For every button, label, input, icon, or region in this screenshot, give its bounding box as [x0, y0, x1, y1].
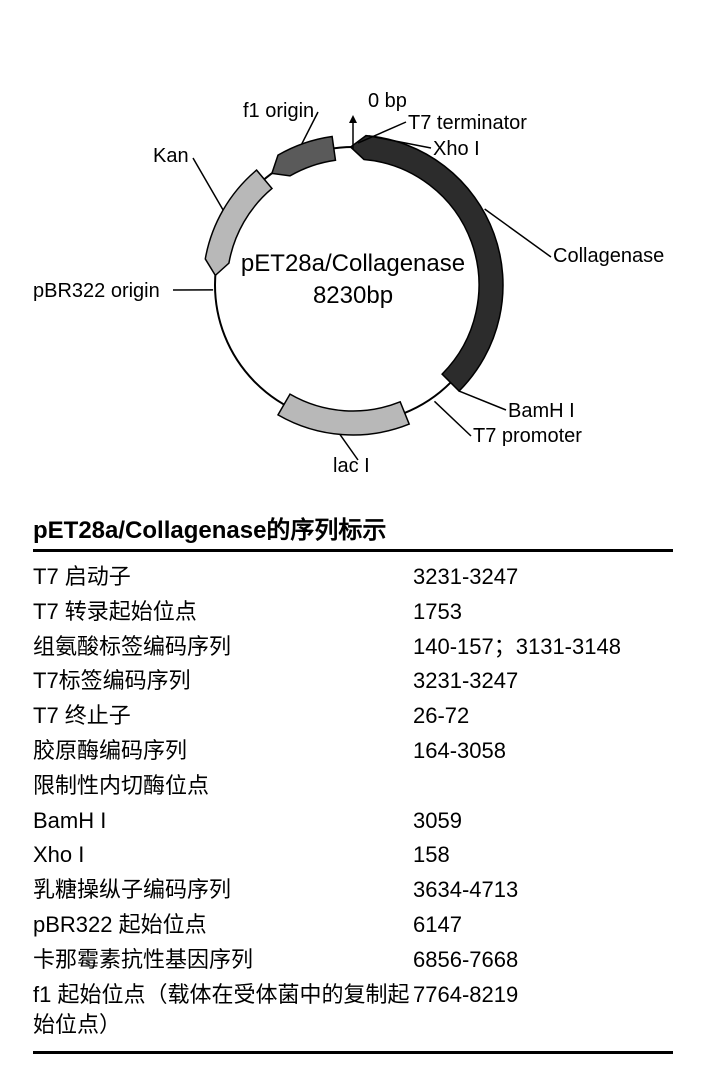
table-row: pBR322 起始位点6147 — [33, 908, 673, 943]
plasmid-center-title: pET28a/Collagenase 8230bp — [203, 250, 503, 310]
table-row: T7 启动子3231-3247 — [33, 560, 673, 595]
row-value: 3231-3247 — [413, 666, 673, 697]
table-row: 乳糖操纵子编码序列3634-4713 — [33, 873, 673, 908]
row-label: 胶原酶编码序列 — [33, 736, 413, 767]
f1-origin-label: f1 origin — [243, 100, 314, 123]
row-value: 1753 — [413, 597, 673, 628]
table-row: T7 终止子26-72 — [33, 699, 673, 734]
row-label: 组氨酸标签编码序列 — [33, 632, 413, 663]
plasmid-map: pET28a/Collagenase 8230bp 0 bp T7 termin… — [23, 20, 683, 500]
xho-i-label: Xho I — [433, 138, 480, 161]
row-value: 158 — [413, 840, 673, 871]
row-label: T7 终止子 — [33, 701, 413, 732]
table-row: 限制性内切酶位点 — [33, 769, 673, 804]
table-row: BamH I3059 — [33, 804, 673, 839]
row-label: f1 起始位点（载体在受体菌中的复制起始位点） — [33, 980, 413, 1042]
collagenase-label: Collagenase — [553, 245, 664, 268]
row-label: T7 启动子 — [33, 562, 413, 593]
table-row: Xho I158 — [33, 838, 673, 873]
row-label: 限制性内切酶位点 — [33, 771, 413, 802]
row-label: BamH I — [33, 806, 413, 837]
pbr322-label: pBR322 origin — [33, 280, 160, 303]
row-value: 6856-7668 — [413, 945, 673, 976]
row-label: pBR322 起始位点 — [33, 910, 413, 941]
plasmid-size: 8230bp — [203, 282, 503, 310]
sequence-table: pET28a/Collagenase的序列标示 T7 启动子3231-3247T… — [33, 510, 673, 1054]
table-row: 组氨酸标签编码序列140-157；3131-3148 — [33, 630, 673, 665]
row-label: 乳糖操纵子编码序列 — [33, 875, 413, 906]
table-title: pET28a/Collagenase的序列标示 — [33, 510, 673, 552]
table-row: 胶原酶编码序列164-3058 — [33, 734, 673, 769]
row-value — [413, 771, 673, 802]
table-row: T7 转录起始位点1753 — [33, 595, 673, 630]
row-label: T7标签编码序列 — [33, 666, 413, 697]
table-row: f1 起始位点（载体在受体菌中的复制起始位点）7764-8219 — [33, 978, 673, 1044]
row-value: 26-72 — [413, 701, 673, 732]
row-value: 164-3058 — [413, 736, 673, 767]
plasmid-name: pET28a/Collagenase — [203, 250, 503, 278]
row-label: Xho I — [33, 840, 413, 871]
row-value: 6147 — [413, 910, 673, 941]
row-value: 3231-3247 — [413, 562, 673, 593]
row-value: 3059 — [413, 806, 673, 837]
lac-i-label: lac I — [333, 455, 370, 478]
bamh-i-label: BamH I — [508, 400, 575, 423]
row-value: 3634-4713 — [413, 875, 673, 906]
row-value: 140-157；3131-3148 — [413, 632, 673, 663]
kan-label: Kan — [153, 145, 189, 168]
table-row: T7标签编码序列3231-3247 — [33, 664, 673, 699]
row-label: T7 转录起始位点 — [33, 597, 413, 628]
row-label: 卡那霉素抗性基因序列 — [33, 945, 413, 976]
table-row: 卡那霉素抗性基因序列6856-7668 — [33, 943, 673, 978]
row-value: 7764-8219 — [413, 980, 673, 1042]
table-rows: T7 启动子3231-3247T7 转录起始位点1753组氨酸标签编码序列140… — [33, 560, 673, 1054]
zero-bp-label: 0 bp — [368, 90, 407, 113]
t7-promoter-label: T7 promoter — [473, 425, 582, 448]
t7-terminator-label: T7 terminator — [408, 112, 527, 135]
